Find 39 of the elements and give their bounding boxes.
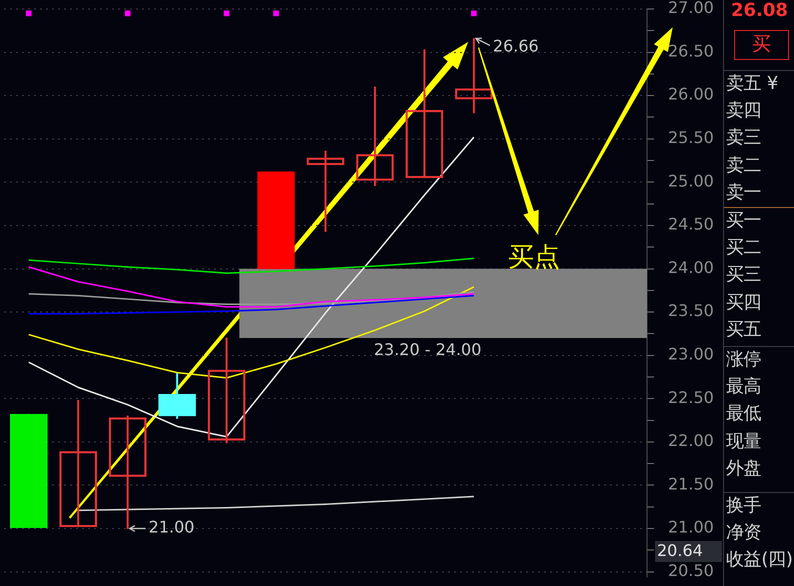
- annotation: 26.66: [492, 36, 539, 56]
- text: 外盘: [726, 456, 762, 481]
- text: 净资: [726, 521, 762, 546]
- y-tick-label: 26.50: [668, 41, 714, 60]
- y-tick-label: 23.00: [668, 344, 714, 364]
- text: 最高: [726, 375, 762, 400]
- text: 卖三: [726, 126, 762, 150]
- y-tick-label: 22.50: [668, 388, 714, 407]
- text: 26.08: [731, 0, 788, 22]
- y-tick-label: 22.00: [668, 431, 714, 450]
- y-tick-label: 25.50: [668, 128, 714, 148]
- text: 买一: [726, 209, 762, 233]
- text: 卖一: [726, 180, 762, 205]
- y-tick-label: 24.00: [668, 258, 714, 277]
- text: 换手: [726, 494, 762, 518]
- text: 收益(四): [726, 548, 793, 572]
- text: 卖二: [726, 154, 762, 178]
- annotation: 买点: [508, 242, 560, 273]
- y-tick-label: 27.00: [668, 0, 714, 18]
- text: 卖四: [726, 99, 762, 124]
- y-tick-label: 25.00: [668, 171, 714, 190]
- annotation: 21.00: [148, 518, 194, 537]
- text: 买四: [726, 290, 762, 315]
- text: 涨停: [726, 348, 762, 372]
- buy-button: 买: [734, 30, 789, 60]
- y-tick-label: 23.50: [668, 301, 714, 320]
- band-label: 23.20 - 24.00: [374, 340, 482, 360]
- text: 买二: [726, 236, 762, 260]
- text: 买五: [726, 318, 762, 342]
- text: 卖五 ¥: [726, 72, 778, 96]
- y-tick-label: 21.50: [668, 474, 714, 494]
- y-tick-label: 20.50: [668, 560, 714, 580]
- text: 20.64: [657, 541, 703, 560]
- text: 现量: [726, 430, 762, 454]
- y-tick-label: 24.50: [668, 214, 714, 234]
- text: 买三: [726, 263, 762, 288]
- y-tick-label: 21.00: [668, 518, 714, 537]
- y-tick-label: 26.00: [668, 84, 714, 104]
- text: 最低: [726, 402, 762, 426]
